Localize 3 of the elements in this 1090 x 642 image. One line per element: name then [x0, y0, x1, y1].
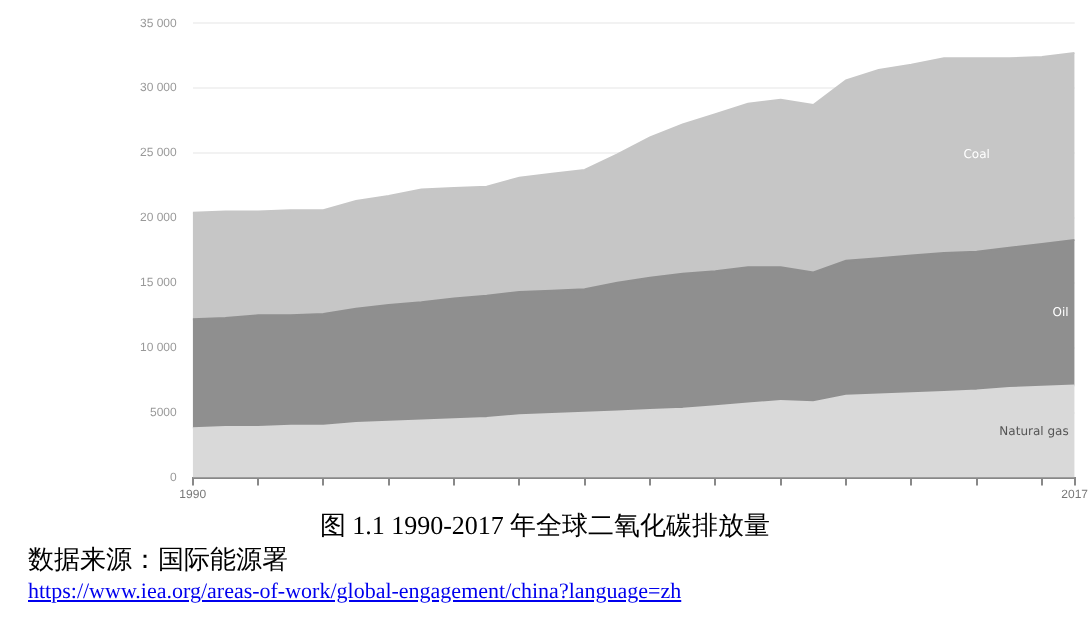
source-note: 数据来源：国际能源署	[26, 542, 290, 576]
text: https://www.iea.org/areas-of-work/global-engagement/china?language=zh	[26, 578, 684, 608]
caption: 图 1.1 1990-2017 年全球二氧化碳排放量	[317, 508, 773, 542]
